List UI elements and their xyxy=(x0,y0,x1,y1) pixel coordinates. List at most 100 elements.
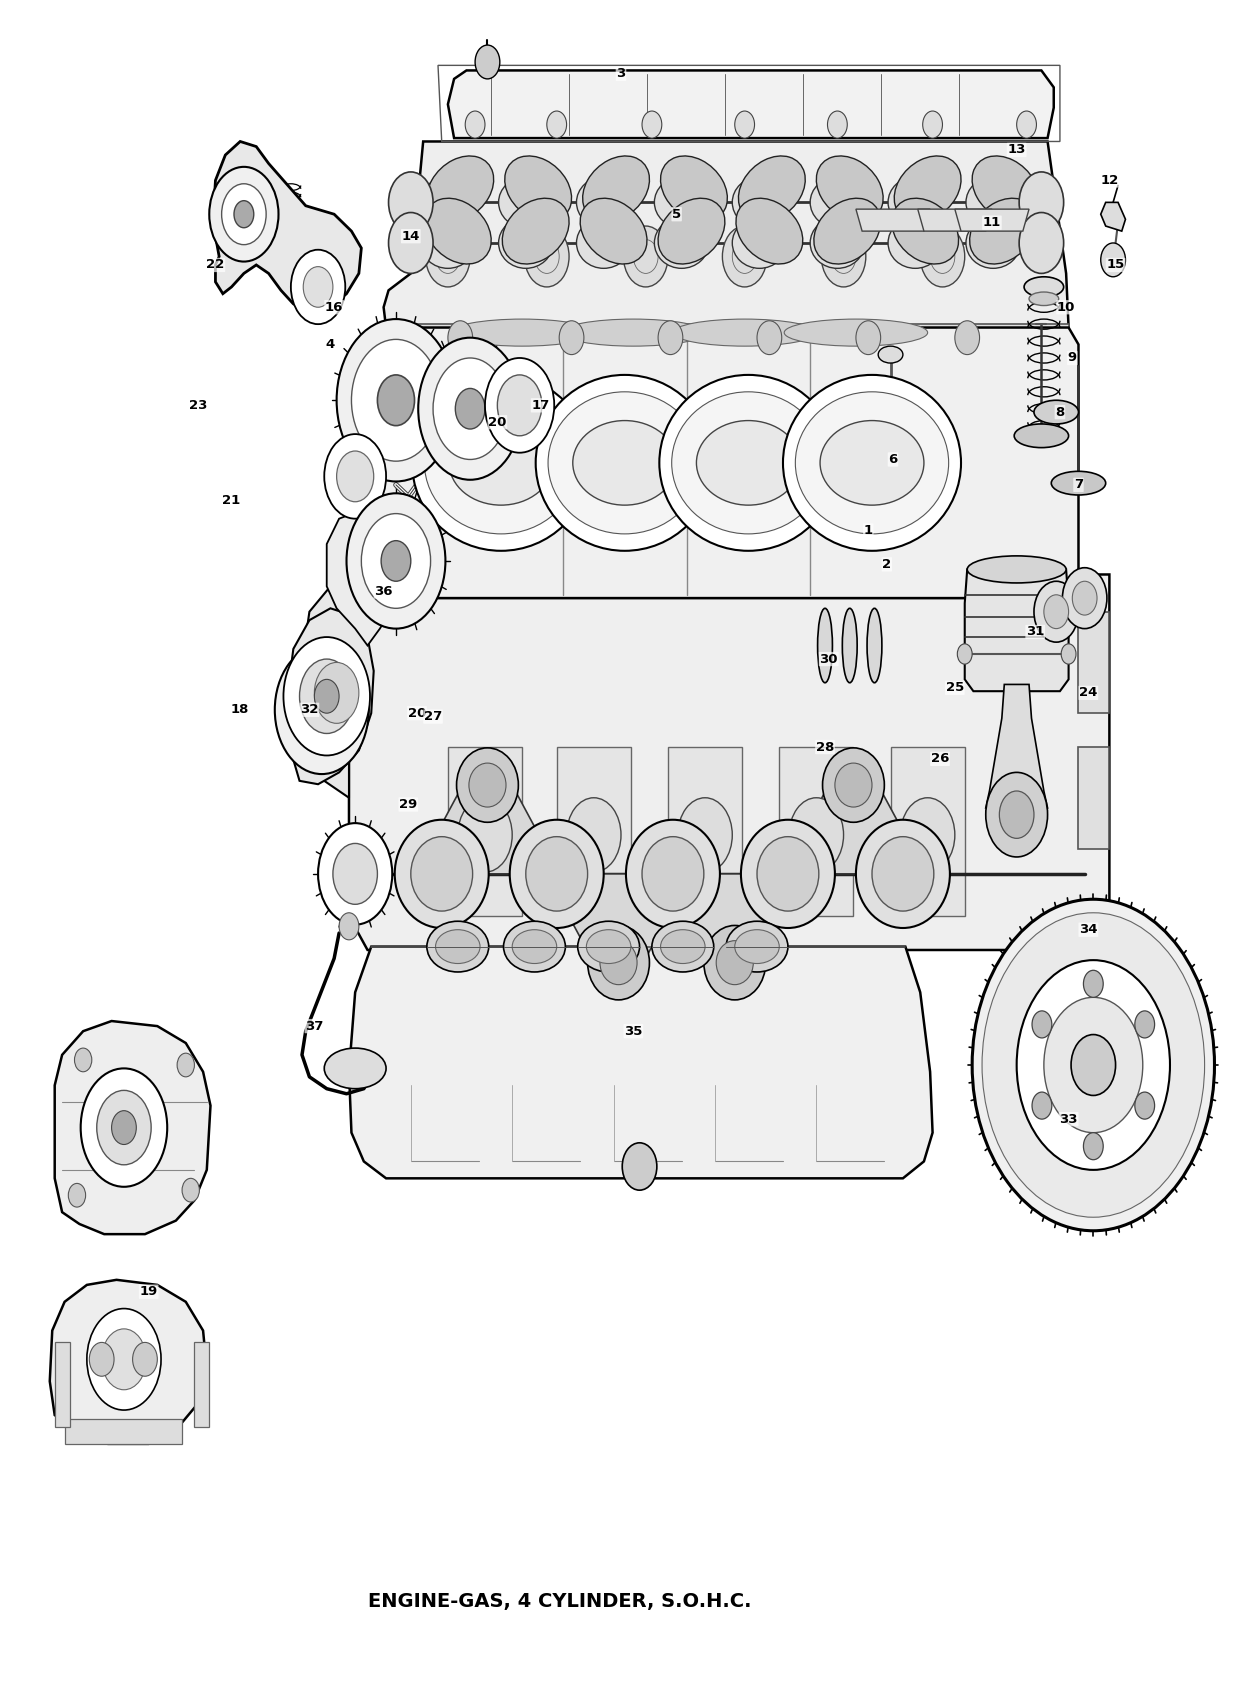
Ellipse shape xyxy=(727,921,787,972)
Text: 1: 1 xyxy=(863,524,873,536)
Ellipse shape xyxy=(717,940,754,984)
Circle shape xyxy=(1043,998,1143,1132)
Text: 31: 31 xyxy=(1026,626,1045,638)
Polygon shape xyxy=(688,874,781,962)
Circle shape xyxy=(333,843,378,905)
Circle shape xyxy=(448,321,473,355)
Text: 32: 32 xyxy=(301,703,319,716)
Polygon shape xyxy=(384,141,1068,328)
Circle shape xyxy=(221,183,266,244)
Circle shape xyxy=(339,913,359,940)
Polygon shape xyxy=(287,608,374,784)
Circle shape xyxy=(309,692,334,726)
Ellipse shape xyxy=(741,820,835,928)
Circle shape xyxy=(546,110,566,137)
Ellipse shape xyxy=(535,375,714,552)
Polygon shape xyxy=(806,786,900,874)
Circle shape xyxy=(347,494,446,628)
Ellipse shape xyxy=(673,319,816,346)
Circle shape xyxy=(958,643,972,664)
Circle shape xyxy=(789,798,843,872)
Ellipse shape xyxy=(509,820,604,928)
Text: 29: 29 xyxy=(399,798,417,811)
Circle shape xyxy=(458,798,512,872)
Ellipse shape xyxy=(655,176,709,227)
Ellipse shape xyxy=(878,346,903,363)
Ellipse shape xyxy=(784,319,928,346)
Ellipse shape xyxy=(733,217,786,268)
Bar xyxy=(556,747,631,916)
Text: 15: 15 xyxy=(1107,258,1125,272)
Ellipse shape xyxy=(548,392,702,535)
Text: 18: 18 xyxy=(231,703,250,716)
Polygon shape xyxy=(955,209,1030,231)
Circle shape xyxy=(433,358,507,460)
Circle shape xyxy=(955,321,980,355)
Ellipse shape xyxy=(512,930,556,964)
Ellipse shape xyxy=(652,921,714,972)
Ellipse shape xyxy=(626,820,720,928)
Ellipse shape xyxy=(810,176,864,227)
Ellipse shape xyxy=(966,217,1021,268)
Text: 11: 11 xyxy=(982,216,1001,229)
Circle shape xyxy=(183,1178,200,1201)
Text: 28: 28 xyxy=(816,740,835,753)
Bar xyxy=(668,747,743,916)
Circle shape xyxy=(378,375,415,426)
Polygon shape xyxy=(1100,202,1125,231)
Circle shape xyxy=(81,1069,168,1186)
Text: 20: 20 xyxy=(407,706,426,720)
Polygon shape xyxy=(965,570,1068,691)
Polygon shape xyxy=(327,511,401,645)
Ellipse shape xyxy=(587,925,650,1000)
Circle shape xyxy=(389,212,433,273)
Ellipse shape xyxy=(658,199,725,265)
Circle shape xyxy=(314,679,339,713)
Circle shape xyxy=(982,913,1205,1217)
Ellipse shape xyxy=(525,837,587,911)
Ellipse shape xyxy=(661,156,728,222)
Text: 4: 4 xyxy=(325,338,335,351)
Ellipse shape xyxy=(1025,277,1063,297)
Text: 35: 35 xyxy=(625,1025,642,1037)
Text: 12: 12 xyxy=(1100,173,1119,187)
Circle shape xyxy=(920,226,965,287)
Circle shape xyxy=(1135,1093,1155,1118)
Ellipse shape xyxy=(704,925,765,1000)
Polygon shape xyxy=(349,947,933,1178)
Text: 6: 6 xyxy=(888,453,898,467)
Circle shape xyxy=(233,200,253,227)
Text: 24: 24 xyxy=(1079,686,1098,699)
Circle shape xyxy=(303,266,333,307)
Circle shape xyxy=(1017,110,1036,137)
Ellipse shape xyxy=(600,940,637,984)
Ellipse shape xyxy=(739,156,805,222)
Circle shape xyxy=(735,110,755,137)
Ellipse shape xyxy=(576,217,631,268)
Ellipse shape xyxy=(820,421,924,506)
Circle shape xyxy=(559,321,584,355)
Ellipse shape xyxy=(735,930,779,964)
Ellipse shape xyxy=(451,319,594,346)
Text: 8: 8 xyxy=(1056,406,1064,419)
Ellipse shape xyxy=(395,820,488,928)
Text: 10: 10 xyxy=(1057,300,1076,314)
Text: 21: 21 xyxy=(222,494,241,507)
Ellipse shape xyxy=(503,921,565,972)
Ellipse shape xyxy=(421,176,476,227)
Ellipse shape xyxy=(425,392,578,535)
Circle shape xyxy=(456,389,484,429)
Ellipse shape xyxy=(1030,292,1058,305)
Polygon shape xyxy=(380,324,1068,341)
Ellipse shape xyxy=(427,921,488,972)
Circle shape xyxy=(89,1342,114,1376)
Ellipse shape xyxy=(573,421,677,506)
Bar xyxy=(448,747,522,916)
Circle shape xyxy=(1135,1011,1155,1039)
Polygon shape xyxy=(299,579,349,798)
Text: 2: 2 xyxy=(882,558,892,570)
Circle shape xyxy=(318,823,392,925)
Circle shape xyxy=(566,798,621,872)
Circle shape xyxy=(1032,1093,1052,1118)
Ellipse shape xyxy=(498,217,553,268)
